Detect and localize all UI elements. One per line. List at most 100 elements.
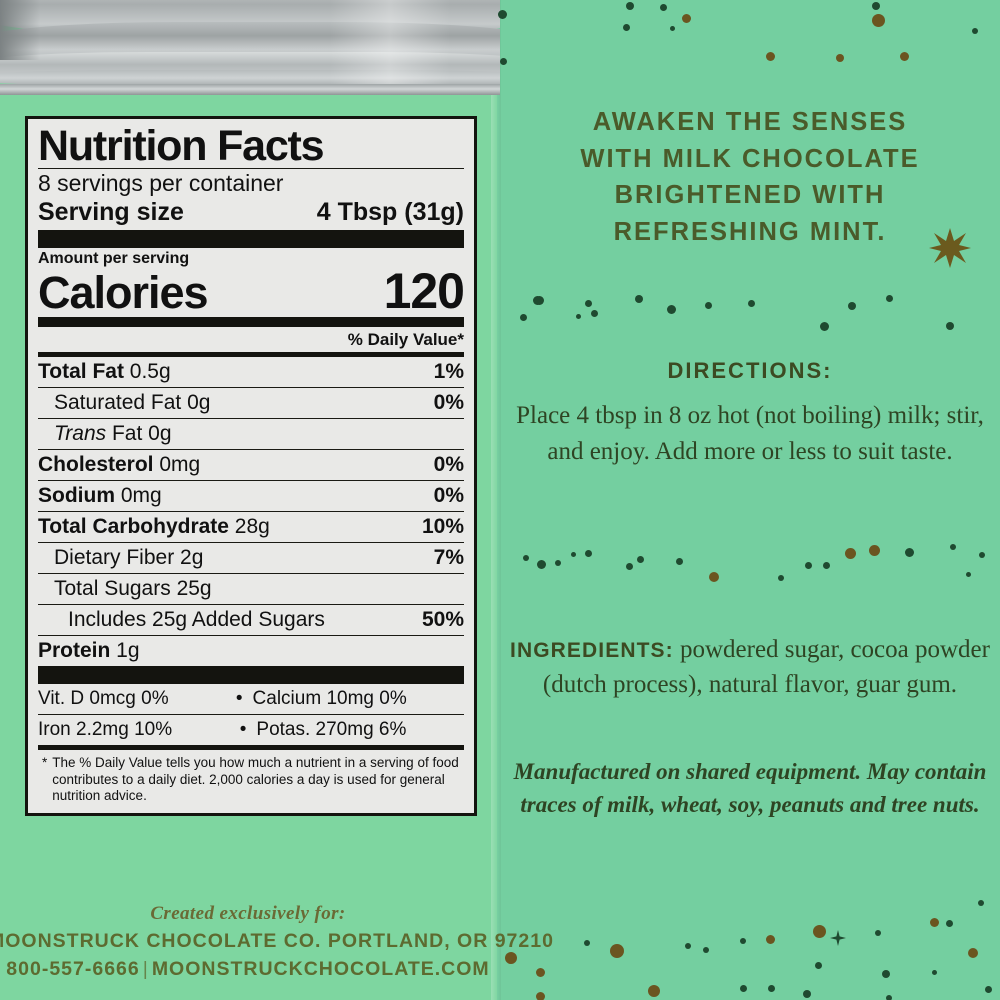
decorative-dot bbox=[523, 555, 529, 561]
headline-line-4: REFRESHING MINT. bbox=[613, 218, 887, 247]
nutrient-row: Total Carbohydrate 28g 10% bbox=[38, 511, 464, 542]
decorative-dot bbox=[648, 985, 660, 997]
website-url: MOONSTRUCKCHOCOLATE.COM bbox=[151, 958, 490, 980]
directions-body: Place 4 tbsp in 8 oz hot (not boiling) m… bbox=[516, 402, 984, 465]
decorative-dot bbox=[748, 300, 755, 307]
nutrient-amount: 2g bbox=[174, 546, 204, 570]
medium-divider bbox=[38, 317, 464, 328]
nutrient-row: Sodium 0mg 0% bbox=[38, 480, 464, 511]
nutrient-amount: 0g bbox=[181, 391, 211, 415]
divider-above-footnote bbox=[38, 745, 464, 751]
decorative-dot bbox=[520, 314, 527, 321]
decorative-dot bbox=[966, 572, 971, 577]
ingredients-label: INGREDIENTS: bbox=[510, 639, 674, 662]
decorative-dot bbox=[950, 544, 956, 550]
nutrient-rows: Total Fat 0.5g 1% Saturated Fat 0g 0% Trans … bbox=[38, 357, 464, 666]
footer-contact: 800-557-6666 | MOONSTRUCKCHOCOLATE.COM bbox=[0, 958, 508, 981]
ingredients-body: powdered sugar, cocoa powder (dutch proc… bbox=[542, 636, 990, 698]
footnote-star: * bbox=[42, 755, 48, 771]
decorative-dot bbox=[623, 24, 630, 31]
nutrient-name: Includes 25g Added Sugars bbox=[38, 608, 325, 632]
calories-row: Calories 120 bbox=[38, 266, 465, 318]
nutrient-name: Cholesterol 0mg bbox=[38, 453, 200, 477]
phone-number: 800-557-6666 bbox=[6, 958, 140, 980]
micronutrient-row: Vit. D 0mcg 0% • Calcium 10mg 0% bbox=[38, 684, 464, 714]
marketing-headline: AWAKEN THE SENSES WITH MILK CHOCOLATE BR… bbox=[520, 104, 980, 251]
decorative-dot bbox=[537, 560, 546, 569]
decorative-dot bbox=[886, 295, 893, 302]
nutrient-name: Total Sugars 25g bbox=[38, 577, 212, 601]
decorative-dot bbox=[820, 322, 829, 331]
decorative-dot bbox=[585, 300, 592, 307]
headline-line-3: BRIGHTENED WITH bbox=[614, 181, 886, 210]
allergen-statement: Manufactured on shared equipment. May co… bbox=[513, 759, 987, 817]
nutrient-name: Saturated Fat 0g bbox=[38, 391, 210, 415]
decorative-dot bbox=[946, 920, 953, 927]
nutrient-label: Total Carbohydrate bbox=[38, 515, 229, 539]
decorative-dot bbox=[805, 562, 812, 569]
serving-size-row: Serving size 4 Tbsp (31g) bbox=[38, 197, 464, 230]
decorative-dot bbox=[703, 947, 709, 953]
decorative-dot bbox=[705, 302, 712, 309]
nutrient-label: Dietary Fiber bbox=[54, 546, 175, 570]
decorative-dot bbox=[872, 2, 880, 10]
nutrient-amount: 1g bbox=[110, 639, 140, 663]
servings-per-container: 8 servings per container bbox=[38, 170, 284, 197]
micronutrient-left: Iron 2.2mg 10% bbox=[38, 719, 173, 741]
decorative-dot bbox=[803, 990, 811, 998]
decorative-dot bbox=[670, 26, 675, 31]
lid-highlight bbox=[330, 0, 450, 88]
decorative-dot bbox=[930, 918, 939, 927]
nutrient-name: Protein 1g bbox=[38, 639, 140, 663]
decorative-dot bbox=[584, 940, 590, 946]
directions-title: DIRECTIONS: bbox=[667, 358, 833, 383]
nutrient-name: Total Carbohydrate 28g bbox=[38, 515, 270, 539]
lid-shadow bbox=[0, 0, 40, 60]
footnote-text: The % Daily Value tells you how much a n… bbox=[52, 755, 459, 804]
decorative-dot bbox=[872, 14, 885, 27]
nutrient-amount: 0mg bbox=[153, 453, 201, 477]
decorative-dot bbox=[848, 302, 856, 310]
nutrient-daily-value: 1% bbox=[433, 360, 464, 384]
decorative-dot bbox=[766, 935, 775, 944]
amount-per-serving-label: Amount per serving bbox=[38, 250, 190, 268]
ingredients-section: INGREDIENTS: powdered sugar, cocoa powde… bbox=[505, 632, 995, 702]
nutrient-daily-value: 0% bbox=[433, 391, 464, 415]
decorative-dot bbox=[626, 2, 634, 10]
decorative-dot bbox=[626, 563, 633, 570]
decorative-dot bbox=[505, 952, 517, 964]
decorative-dot bbox=[555, 560, 561, 566]
bullet-separator-icon: • bbox=[235, 688, 243, 710]
daily-value-header: % Daily Value* bbox=[347, 330, 464, 350]
right-green-panel bbox=[497, 0, 1000, 1000]
nutrient-label: Includes 25g Added Sugars bbox=[68, 608, 325, 632]
nutrient-amount: 0.5g bbox=[123, 360, 171, 384]
decorative-dot bbox=[610, 944, 624, 958]
lid-rim bbox=[0, 84, 500, 95]
thick-divider-top bbox=[38, 230, 464, 249]
nutrient-amount: 25g bbox=[170, 577, 212, 601]
company-address: MOONSTRUCK CHOCOLATE CO. PORTLAND, OR 97… bbox=[0, 930, 554, 952]
decorative-dot bbox=[905, 548, 914, 557]
divider-under-dv bbox=[38, 352, 464, 358]
decorative-dot bbox=[886, 995, 892, 1000]
nutrient-name: Sodium 0mg bbox=[38, 484, 162, 508]
decorative-dot bbox=[900, 52, 909, 61]
sparkle-icon bbox=[830, 930, 846, 946]
decorative-dot bbox=[685, 943, 691, 949]
nutrient-row: Total Sugars 25g bbox=[38, 573, 464, 604]
bullet-separator-icon: • bbox=[239, 719, 247, 741]
decorative-dot bbox=[985, 986, 992, 993]
decorative-dot bbox=[682, 14, 691, 23]
nutrient-amount: Fat 0g bbox=[106, 422, 172, 446]
decorative-dot bbox=[815, 962, 822, 969]
calories-label: Calories bbox=[38, 266, 209, 318]
micronutrient-right: Calcium 10mg 0% bbox=[252, 688, 407, 710]
serving-size-label: Serving size bbox=[38, 198, 184, 227]
nutrient-amount: 28g bbox=[228, 515, 270, 539]
decorative-dot bbox=[778, 575, 784, 581]
decorative-dot bbox=[968, 948, 978, 958]
decorative-dot bbox=[535, 296, 544, 305]
decorative-dot bbox=[740, 938, 746, 944]
decorative-dot bbox=[766, 52, 775, 61]
